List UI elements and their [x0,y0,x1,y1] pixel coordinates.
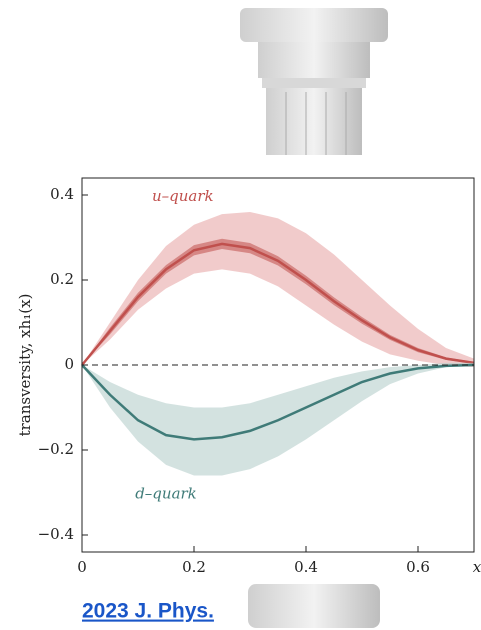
y-tick-label: 0.4 [50,185,74,203]
y-tick-label: 0 [64,355,74,373]
band [82,212,474,368]
series-label: d–quark [135,485,197,503]
x-tick-label: 0.6 [406,558,430,576]
x-tick-label: 0.4 [294,558,318,576]
x-tick-label: 0 [77,558,87,576]
y-tick-label: −0.2 [38,440,74,458]
y-tick-label: 0.2 [50,270,74,288]
reference-link[interactable]: 2023 J. Phys. [82,600,214,623]
line [81,363,475,441]
line [81,242,475,366]
column-top [240,8,388,155]
y-axis-label: transversity, xh₁(x) [16,294,34,437]
column-base [248,584,380,628]
y-tick-label: −0.4 [38,525,74,543]
inner-band [82,238,474,365]
x-tick-label: 0.2 [182,558,206,576]
x-axis-label: x [473,558,481,576]
series-label: u–quark [152,187,214,205]
